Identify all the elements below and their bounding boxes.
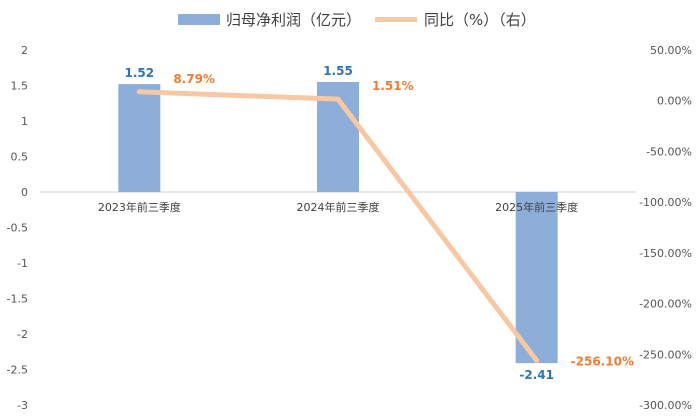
legend-bar-swatch bbox=[178, 14, 220, 25]
category-labels: 2023年前三季度 2024年前三季度 2025年前三季度 bbox=[98, 200, 578, 214]
left-tick-label: 0 bbox=[21, 186, 28, 199]
left-tick-label: -3 bbox=[17, 399, 28, 412]
left-tick-label: -0.5 bbox=[7, 222, 28, 235]
left-tick-label: -2.5 bbox=[7, 364, 28, 377]
left-tick-label: -2 bbox=[17, 328, 28, 341]
bars bbox=[118, 81, 558, 364]
left-tick-label: -1.5 bbox=[7, 293, 28, 306]
line-data-labels: 8.79% 1.51% -256.10% bbox=[173, 72, 634, 369]
left-tick-label: 0.5 bbox=[11, 151, 29, 164]
bar-value-label: -2.41 bbox=[519, 368, 554, 382]
line-point bbox=[534, 357, 540, 363]
bar bbox=[118, 84, 161, 192]
right-tick-label: -200.00% bbox=[639, 298, 692, 311]
right-axis: 50.00% 0.00% -50.00% -100.00% -150.00% -200.0… bbox=[639, 44, 692, 412]
line-value-label: 1.51% bbox=[372, 79, 414, 93]
bar-value-label: 1.55 bbox=[323, 64, 353, 78]
right-tick-label: -300.00% bbox=[639, 399, 692, 412]
left-axis: 2 1.5 1 0.5 0 -0.5 -1 -1.5 -2 -2.5 -3 bbox=[7, 44, 28, 412]
right-tick-label: -50.00% bbox=[646, 145, 692, 158]
bar-data-labels: 1.52 1.55 -2.41 bbox=[125, 64, 554, 382]
left-tick-label: 1.5 bbox=[11, 80, 29, 93]
left-tick-label: -1 bbox=[17, 257, 28, 270]
right-tick-label: 0.00% bbox=[657, 95, 692, 108]
left-tick-label: 1 bbox=[21, 115, 28, 128]
category-label: 2025年前三季度 bbox=[495, 200, 578, 214]
left-tick-label: 2 bbox=[21, 44, 28, 57]
bar-value-label: 1.52 bbox=[125, 66, 155, 80]
line-value-label: -256.10% bbox=[571, 354, 634, 368]
legend: 归母净利润（亿元） 同比（%）（右） bbox=[178, 11, 536, 29]
bar bbox=[515, 192, 558, 364]
legend-line-label: 同比（%）（右） bbox=[424, 11, 536, 29]
line-point bbox=[136, 89, 142, 95]
category-label: 2023年前三季度 bbox=[98, 200, 181, 214]
category-label: 2024年前三季度 bbox=[297, 200, 380, 214]
right-tick-label: -150.00% bbox=[639, 247, 692, 260]
yoy-line bbox=[136, 89, 540, 363]
legend-bar-label: 归母净利润（亿元） bbox=[226, 11, 361, 29]
right-tick-label: -100.00% bbox=[639, 196, 692, 209]
right-tick-label: -250.00% bbox=[639, 348, 692, 361]
line-point bbox=[335, 96, 341, 102]
line-value-label: 8.79% bbox=[173, 72, 215, 86]
right-tick-label: 50.00% bbox=[650, 44, 692, 57]
